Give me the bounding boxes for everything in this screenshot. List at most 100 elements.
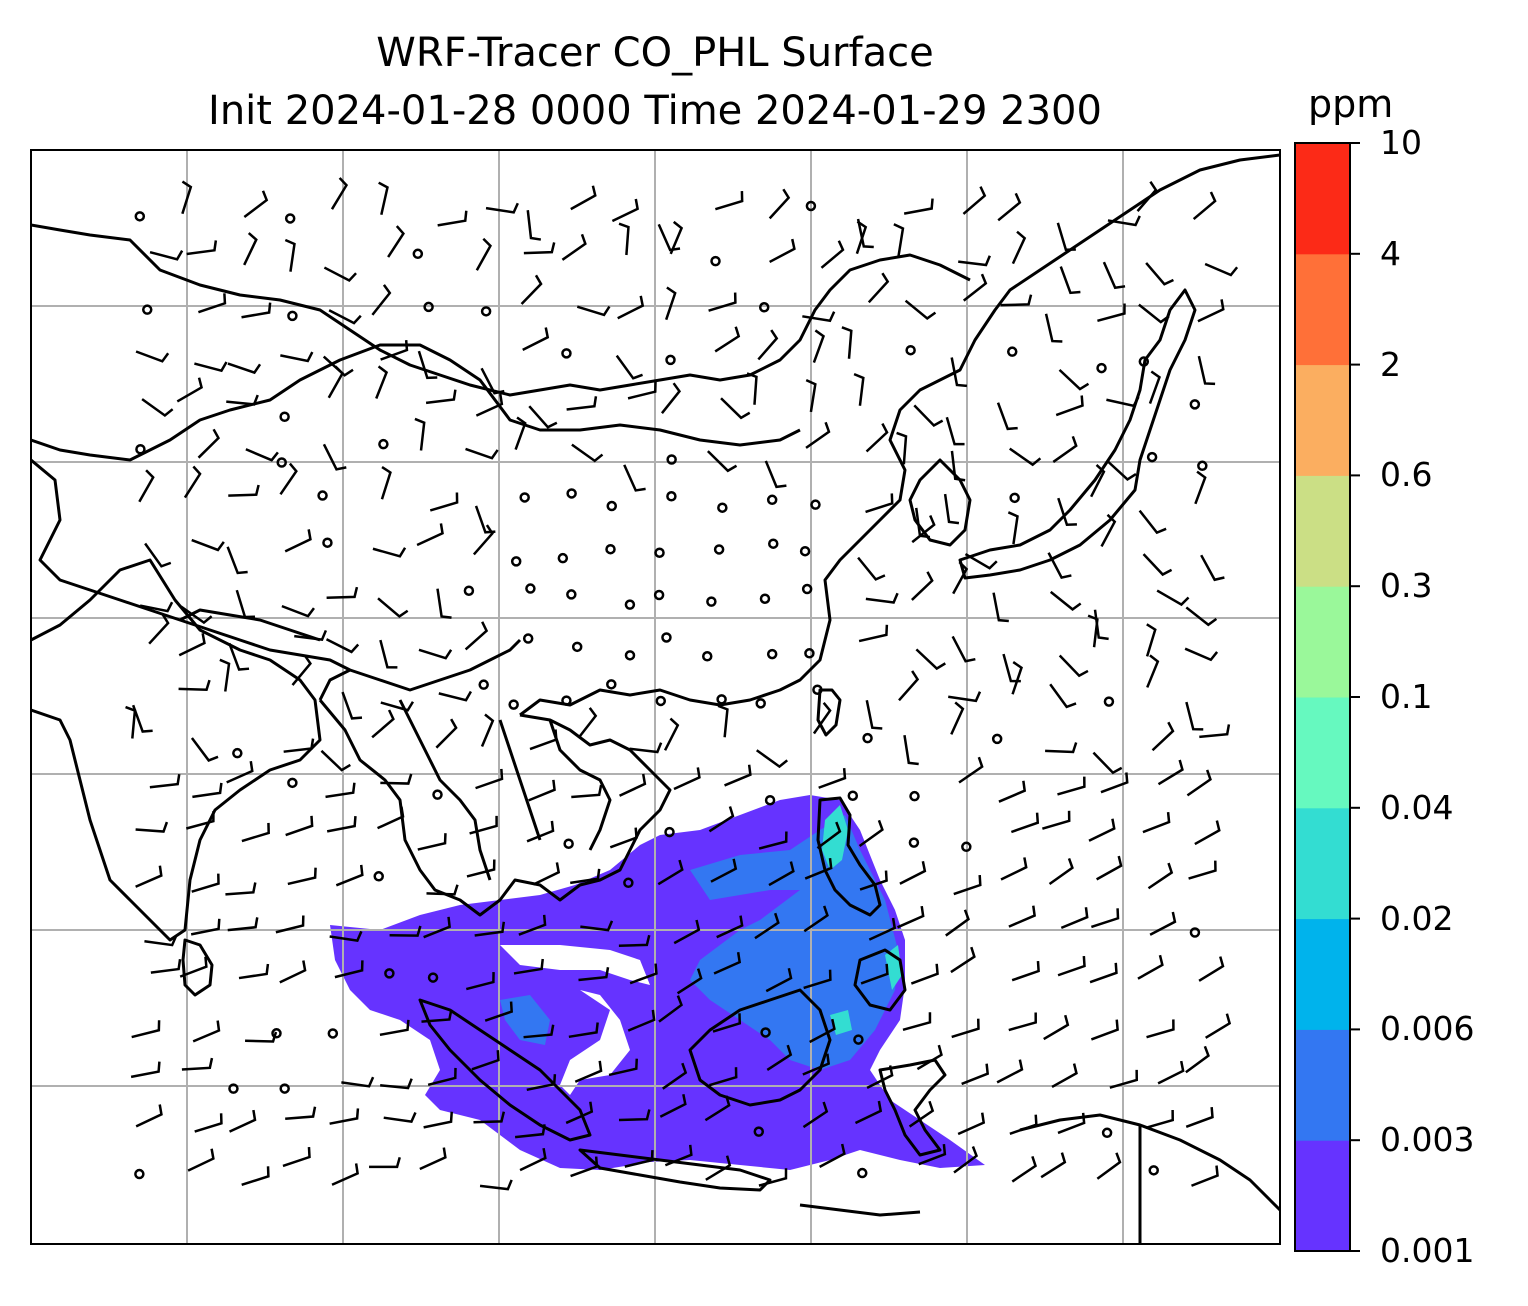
wind-barb bbox=[331, 1163, 359, 1186]
wind-barb bbox=[479, 1179, 513, 1191]
wind-barb bbox=[421, 1009, 453, 1023]
colorbar-tick-label: 0.04 bbox=[1380, 787, 1454, 827]
wind-barb bbox=[438, 690, 472, 702]
wind-barb bbox=[480, 367, 505, 395]
wind-barb bbox=[1192, 191, 1217, 221]
wind-barb bbox=[1185, 1045, 1210, 1074]
wind-calm-circle bbox=[1006, 346, 1018, 357]
wind-barb bbox=[144, 935, 178, 947]
wind-calm-circle bbox=[1138, 356, 1150, 367]
wind-barb bbox=[951, 635, 976, 663]
wind-barb bbox=[226, 546, 248, 575]
wind-calm-circle bbox=[232, 747, 243, 759]
border-china-west bbox=[31, 458, 522, 692]
wind-barb bbox=[226, 394, 259, 406]
wind-barb bbox=[561, 233, 587, 261]
wind-barb bbox=[148, 613, 170, 645]
wind-barb bbox=[197, 428, 221, 459]
wind-barb bbox=[523, 242, 556, 255]
coastline-india bbox=[31, 558, 322, 942]
wind-calm-circle bbox=[1148, 1165, 1159, 1176]
wind-barb bbox=[285, 815, 314, 837]
wind-barb bbox=[803, 969, 832, 990]
wind-barb bbox=[865, 493, 894, 514]
wind-barb bbox=[911, 515, 936, 544]
wind-barb bbox=[765, 968, 793, 993]
wind-calm-circle bbox=[710, 255, 721, 267]
wind-barb bbox=[1191, 1165, 1219, 1187]
wind-barb bbox=[227, 362, 262, 375]
wind-barb bbox=[769, 238, 796, 264]
plume-gap bbox=[500, 945, 650, 985]
wind-calm-circle bbox=[857, 1167, 868, 1179]
wind-barb bbox=[1194, 820, 1221, 846]
wind-barb bbox=[758, 1168, 788, 1187]
wind-calm-circle bbox=[766, 494, 778, 506]
wind-calm-circle bbox=[810, 499, 821, 510]
colorbar-band bbox=[1295, 364, 1350, 476]
wind-barb bbox=[903, 198, 934, 215]
wind-barb bbox=[245, 448, 279, 462]
wind-barb bbox=[580, 920, 614, 932]
wind-barb bbox=[1151, 721, 1175, 752]
wind-barb bbox=[618, 222, 630, 256]
wind-barb bbox=[570, 185, 597, 211]
wind-barb bbox=[1049, 590, 1082, 611]
wind-barb bbox=[437, 210, 468, 227]
wind-calm-circle bbox=[525, 583, 536, 594]
colorbar-band bbox=[1295, 807, 1350, 920]
wind-barb bbox=[519, 1147, 547, 1172]
colorbar-band bbox=[1295, 918, 1350, 1030]
wind-barb bbox=[611, 198, 639, 223]
wind-barb bbox=[513, 958, 544, 975]
wind-calm-circle bbox=[853, 1034, 864, 1045]
wind-calm-circle bbox=[759, 593, 771, 604]
map-subtitle: Init 2024-01-28 0000 Time 2024-01-29 230… bbox=[208, 88, 1102, 134]
wind-barb bbox=[526, 210, 542, 241]
wind-calm-circle bbox=[862, 732, 873, 744]
wind-barb bbox=[1058, 368, 1090, 391]
wind-calm-circle bbox=[1101, 1127, 1113, 1139]
wind-calm-circle bbox=[373, 871, 384, 882]
wind-barb bbox=[228, 484, 260, 497]
wind-barb bbox=[369, 1156, 401, 1169]
wind-barb bbox=[859, 870, 888, 891]
wind-barb bbox=[379, 639, 398, 669]
wind-barb bbox=[186, 240, 218, 256]
wind-barb bbox=[325, 638, 360, 654]
wind-barb bbox=[329, 1108, 360, 1125]
wind-barb bbox=[528, 405, 558, 429]
wind-barb bbox=[1048, 857, 1074, 886]
wind-barb bbox=[659, 1094, 687, 1118]
wind-barb bbox=[280, 351, 314, 363]
wind-barb bbox=[464, 621, 489, 651]
wind-barb bbox=[618, 1109, 651, 1122]
colorbar-band bbox=[1295, 253, 1350, 366]
wind-barb bbox=[229, 1109, 257, 1133]
wind-calm-circle bbox=[653, 589, 665, 601]
map-plot-area bbox=[31, 150, 1280, 1244]
wind-barb bbox=[571, 443, 604, 463]
wind-calm-circle bbox=[655, 695, 667, 707]
wind-barb bbox=[899, 860, 927, 885]
wind-barb bbox=[150, 958, 182, 974]
wind-barb bbox=[865, 700, 883, 730]
wind-barb bbox=[658, 995, 683, 1023]
wind-barb bbox=[709, 1067, 738, 1087]
colorbar-unit: ppm bbox=[1308, 82, 1394, 126]
wind-calm-circle bbox=[432, 789, 443, 800]
wind-barb bbox=[673, 767, 701, 791]
wind-calm-circle bbox=[606, 500, 617, 512]
wind-barb bbox=[228, 642, 250, 671]
wind-barb bbox=[911, 571, 934, 601]
wind-barb bbox=[1188, 860, 1217, 880]
wind-barb bbox=[950, 357, 968, 388]
wind-barb bbox=[1146, 654, 1160, 688]
wind-barb bbox=[1149, 911, 1177, 936]
wind-barb bbox=[805, 379, 817, 413]
wind-barb bbox=[1184, 647, 1219, 662]
wind-barb bbox=[514, 1124, 546, 1139]
wind-barb bbox=[571, 784, 603, 799]
wind-calm-circle bbox=[1146, 451, 1158, 463]
